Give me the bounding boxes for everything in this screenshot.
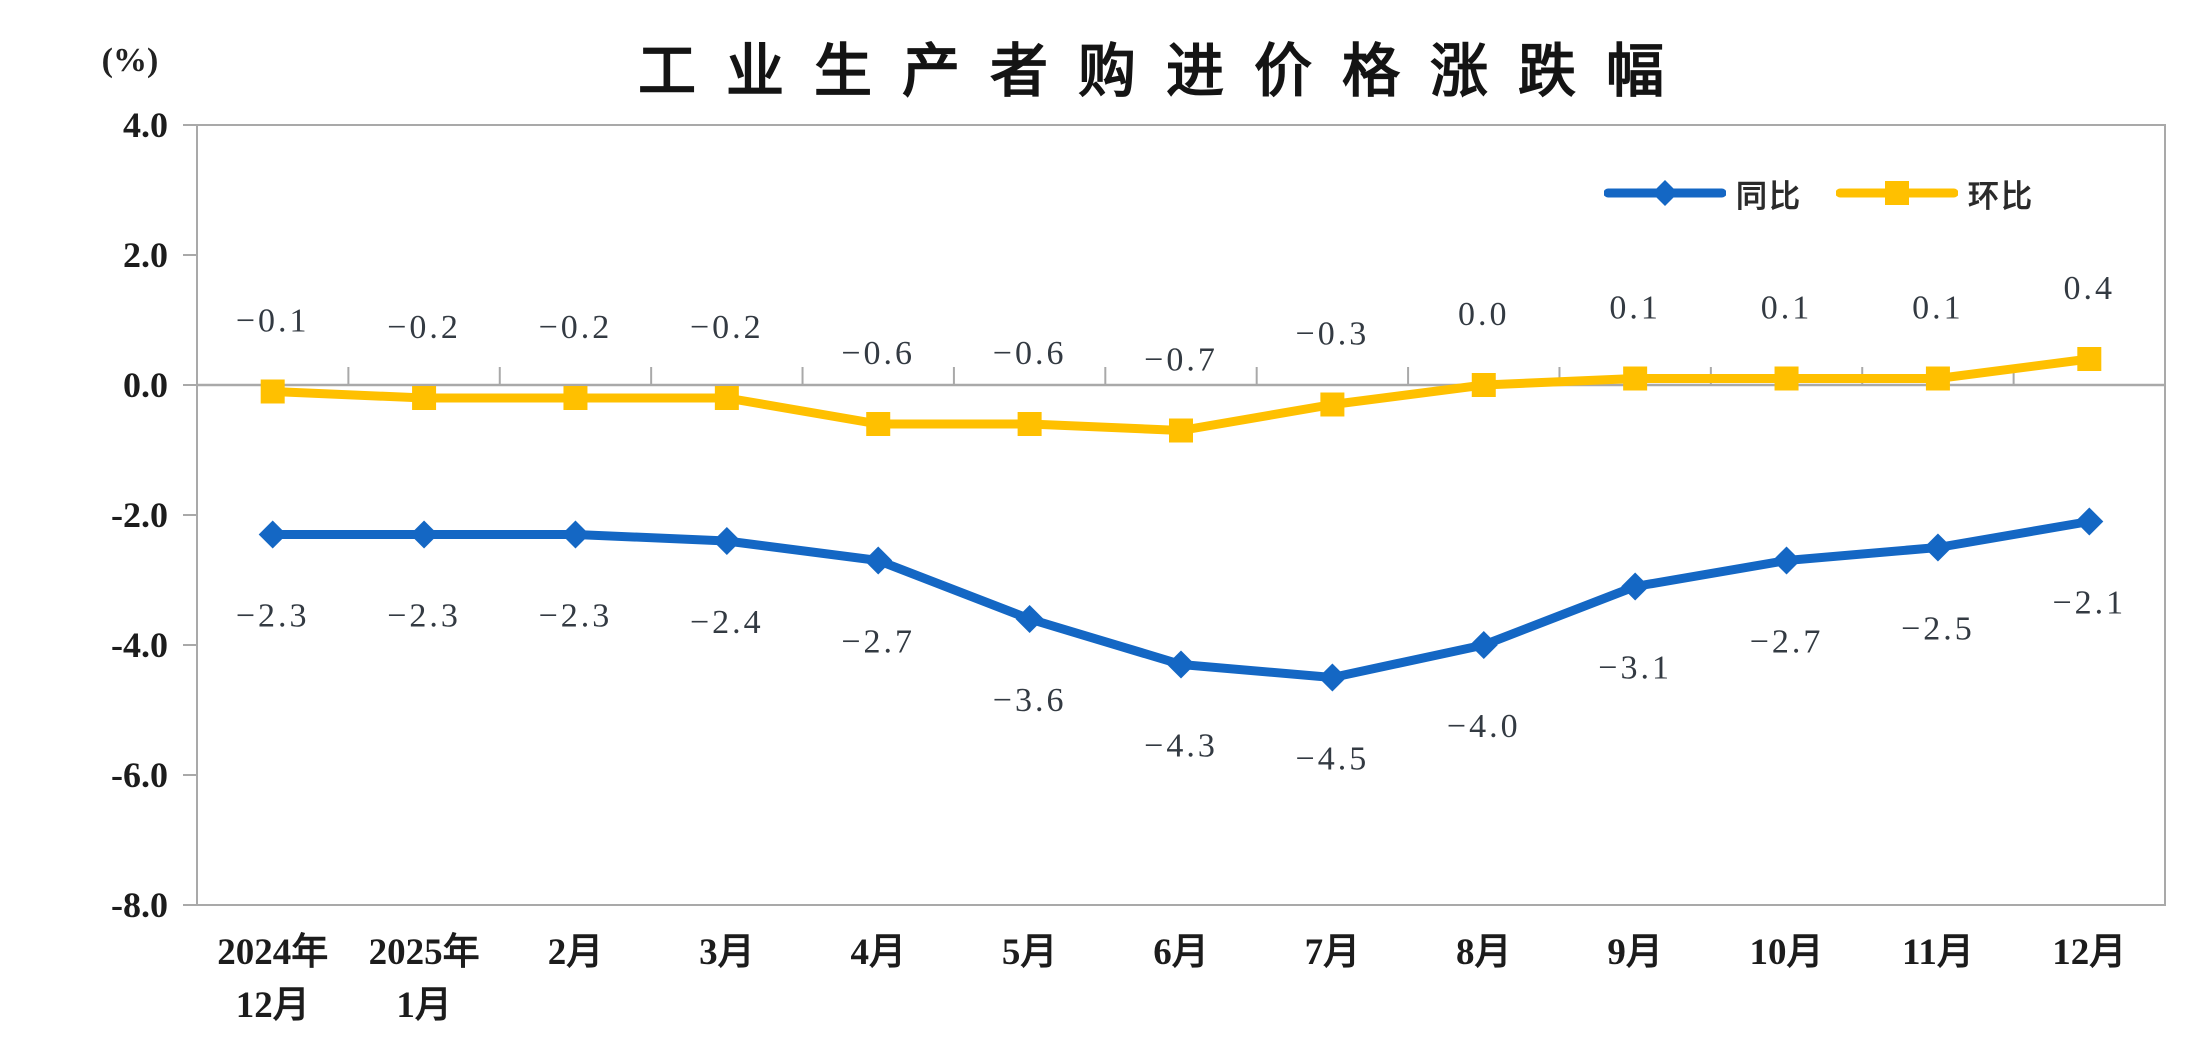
data-label: −0.3 (1296, 316, 1370, 353)
y-axis-tick-label: -6.0 (111, 755, 168, 795)
x-axis-label: 11月 (1902, 932, 1974, 973)
x-axis-label: 3月 (699, 932, 755, 973)
data-point-diamond (1621, 572, 1650, 601)
data-point-square (1925, 366, 1950, 391)
data-point-square (260, 379, 285, 404)
x-axis-label: 2025年 (369, 931, 480, 973)
data-label: 0.4 (2064, 270, 2116, 307)
data-label: −0.2 (690, 309, 764, 346)
data-label: −2.3 (387, 598, 461, 635)
data-point-diamond (1015, 605, 1044, 633)
data-label: −2.4 (690, 604, 764, 641)
data-label: 0.1 (1761, 290, 1813, 327)
data-label: −3.1 (1598, 650, 1672, 687)
data-point-diamond (864, 546, 893, 575)
data-label: −0.2 (387, 309, 461, 346)
data-label: 0.0 (1458, 296, 1510, 333)
data-label: −3.6 (993, 682, 1067, 719)
data-point-square (714, 386, 739, 410)
y-axis-tick-label: 4.0 (123, 105, 168, 145)
y-axis-tick-label: -2.0 (111, 495, 168, 535)
data-point-diamond (1772, 546, 1801, 575)
x-axis-label: 1月 (396, 985, 452, 1026)
data-point-diamond (410, 520, 439, 549)
x-axis-label: 7月 (1305, 932, 1361, 973)
data-point-square (866, 412, 891, 436)
x-axis-label: 9月 (1607, 932, 1663, 973)
data-point-square (1774, 366, 1799, 391)
y-axis-unit-label: (%) (101, 42, 159, 79)
legend-label-huanbi: 环比 (1968, 178, 2034, 214)
data-label: −4.3 (1144, 728, 1218, 765)
x-axis-label: 5月 (1002, 932, 1058, 973)
legend: 同比 环比 (1604, 170, 2034, 216)
data-label: 0.1 (1609, 290, 1661, 327)
y-axis-tick-label: -8.0 (111, 885, 168, 925)
data-label: 0.1 (1912, 290, 1964, 327)
data-label: −2.5 (1901, 611, 1975, 648)
data-point-diamond (561, 520, 590, 549)
data-point-square (1017, 412, 1042, 436)
legend-line-diamond-icon (1604, 180, 1726, 206)
data-label: −2.3 (236, 598, 310, 635)
x-axis-label: 12月 (236, 985, 310, 1026)
data-point-diamond (258, 520, 287, 549)
data-label: −2.1 (2052, 585, 2126, 622)
legend-label-tongbi: 同比 (1736, 178, 1802, 214)
data-point-diamond (1318, 663, 1347, 692)
data-point-square (1471, 373, 1496, 397)
x-axis-label: 10月 (1750, 932, 1824, 973)
data-label: −2.7 (841, 624, 915, 661)
x-axis-label: 2月 (548, 932, 604, 973)
x-axis-label: 12月 (2052, 932, 2126, 973)
data-point-diamond (2075, 507, 2104, 536)
data-point-diamond (1469, 631, 1498, 659)
data-point-square (2077, 347, 2102, 371)
data-point-square (1623, 366, 1648, 391)
x-axis-label: 6月 (1153, 932, 1209, 973)
data-label: −0.7 (1144, 342, 1218, 379)
data-label: −0.2 (539, 309, 613, 346)
legend-item-huanbi: 环比 (1836, 171, 2034, 216)
legend-square-marker (1885, 181, 1909, 205)
y-axis-tick-label: -4.0 (111, 625, 168, 665)
y-axis-tick-label: 2.0 (123, 235, 168, 275)
data-point-diamond (1923, 533, 1952, 562)
data-label: −2.3 (539, 598, 613, 635)
data-label: −0.6 (993, 335, 1067, 372)
y-axis-tick-label: 0.0 (123, 365, 168, 405)
data-label: −0.6 (841, 335, 915, 372)
data-point-diamond (1167, 650, 1195, 679)
chart-title: 工业生产者购进价格涨跌幅 (637, 39, 1694, 104)
data-label: −2.7 (1750, 624, 1824, 661)
data-label: −0.1 (236, 303, 310, 340)
data-point-square (412, 386, 437, 410)
data-point-square (1320, 392, 1345, 417)
legend-line-square-icon (1836, 181, 1958, 205)
legend-diamond-marker (1652, 180, 1678, 206)
data-point-diamond (712, 527, 741, 555)
data-point-square (563, 386, 588, 410)
data-label: −4.5 (1296, 741, 1370, 778)
x-axis-label: 8月 (1456, 932, 1512, 973)
x-axis-label: 4月 (850, 932, 906, 973)
legend-item-tongbi: 同比 (1604, 171, 1802, 216)
x-axis-label: 2024年 (217, 931, 328, 973)
plot-frame (196, 124, 2166, 906)
data-point-square (1169, 418, 1193, 443)
data-label: −4.0 (1447, 708, 1521, 745)
